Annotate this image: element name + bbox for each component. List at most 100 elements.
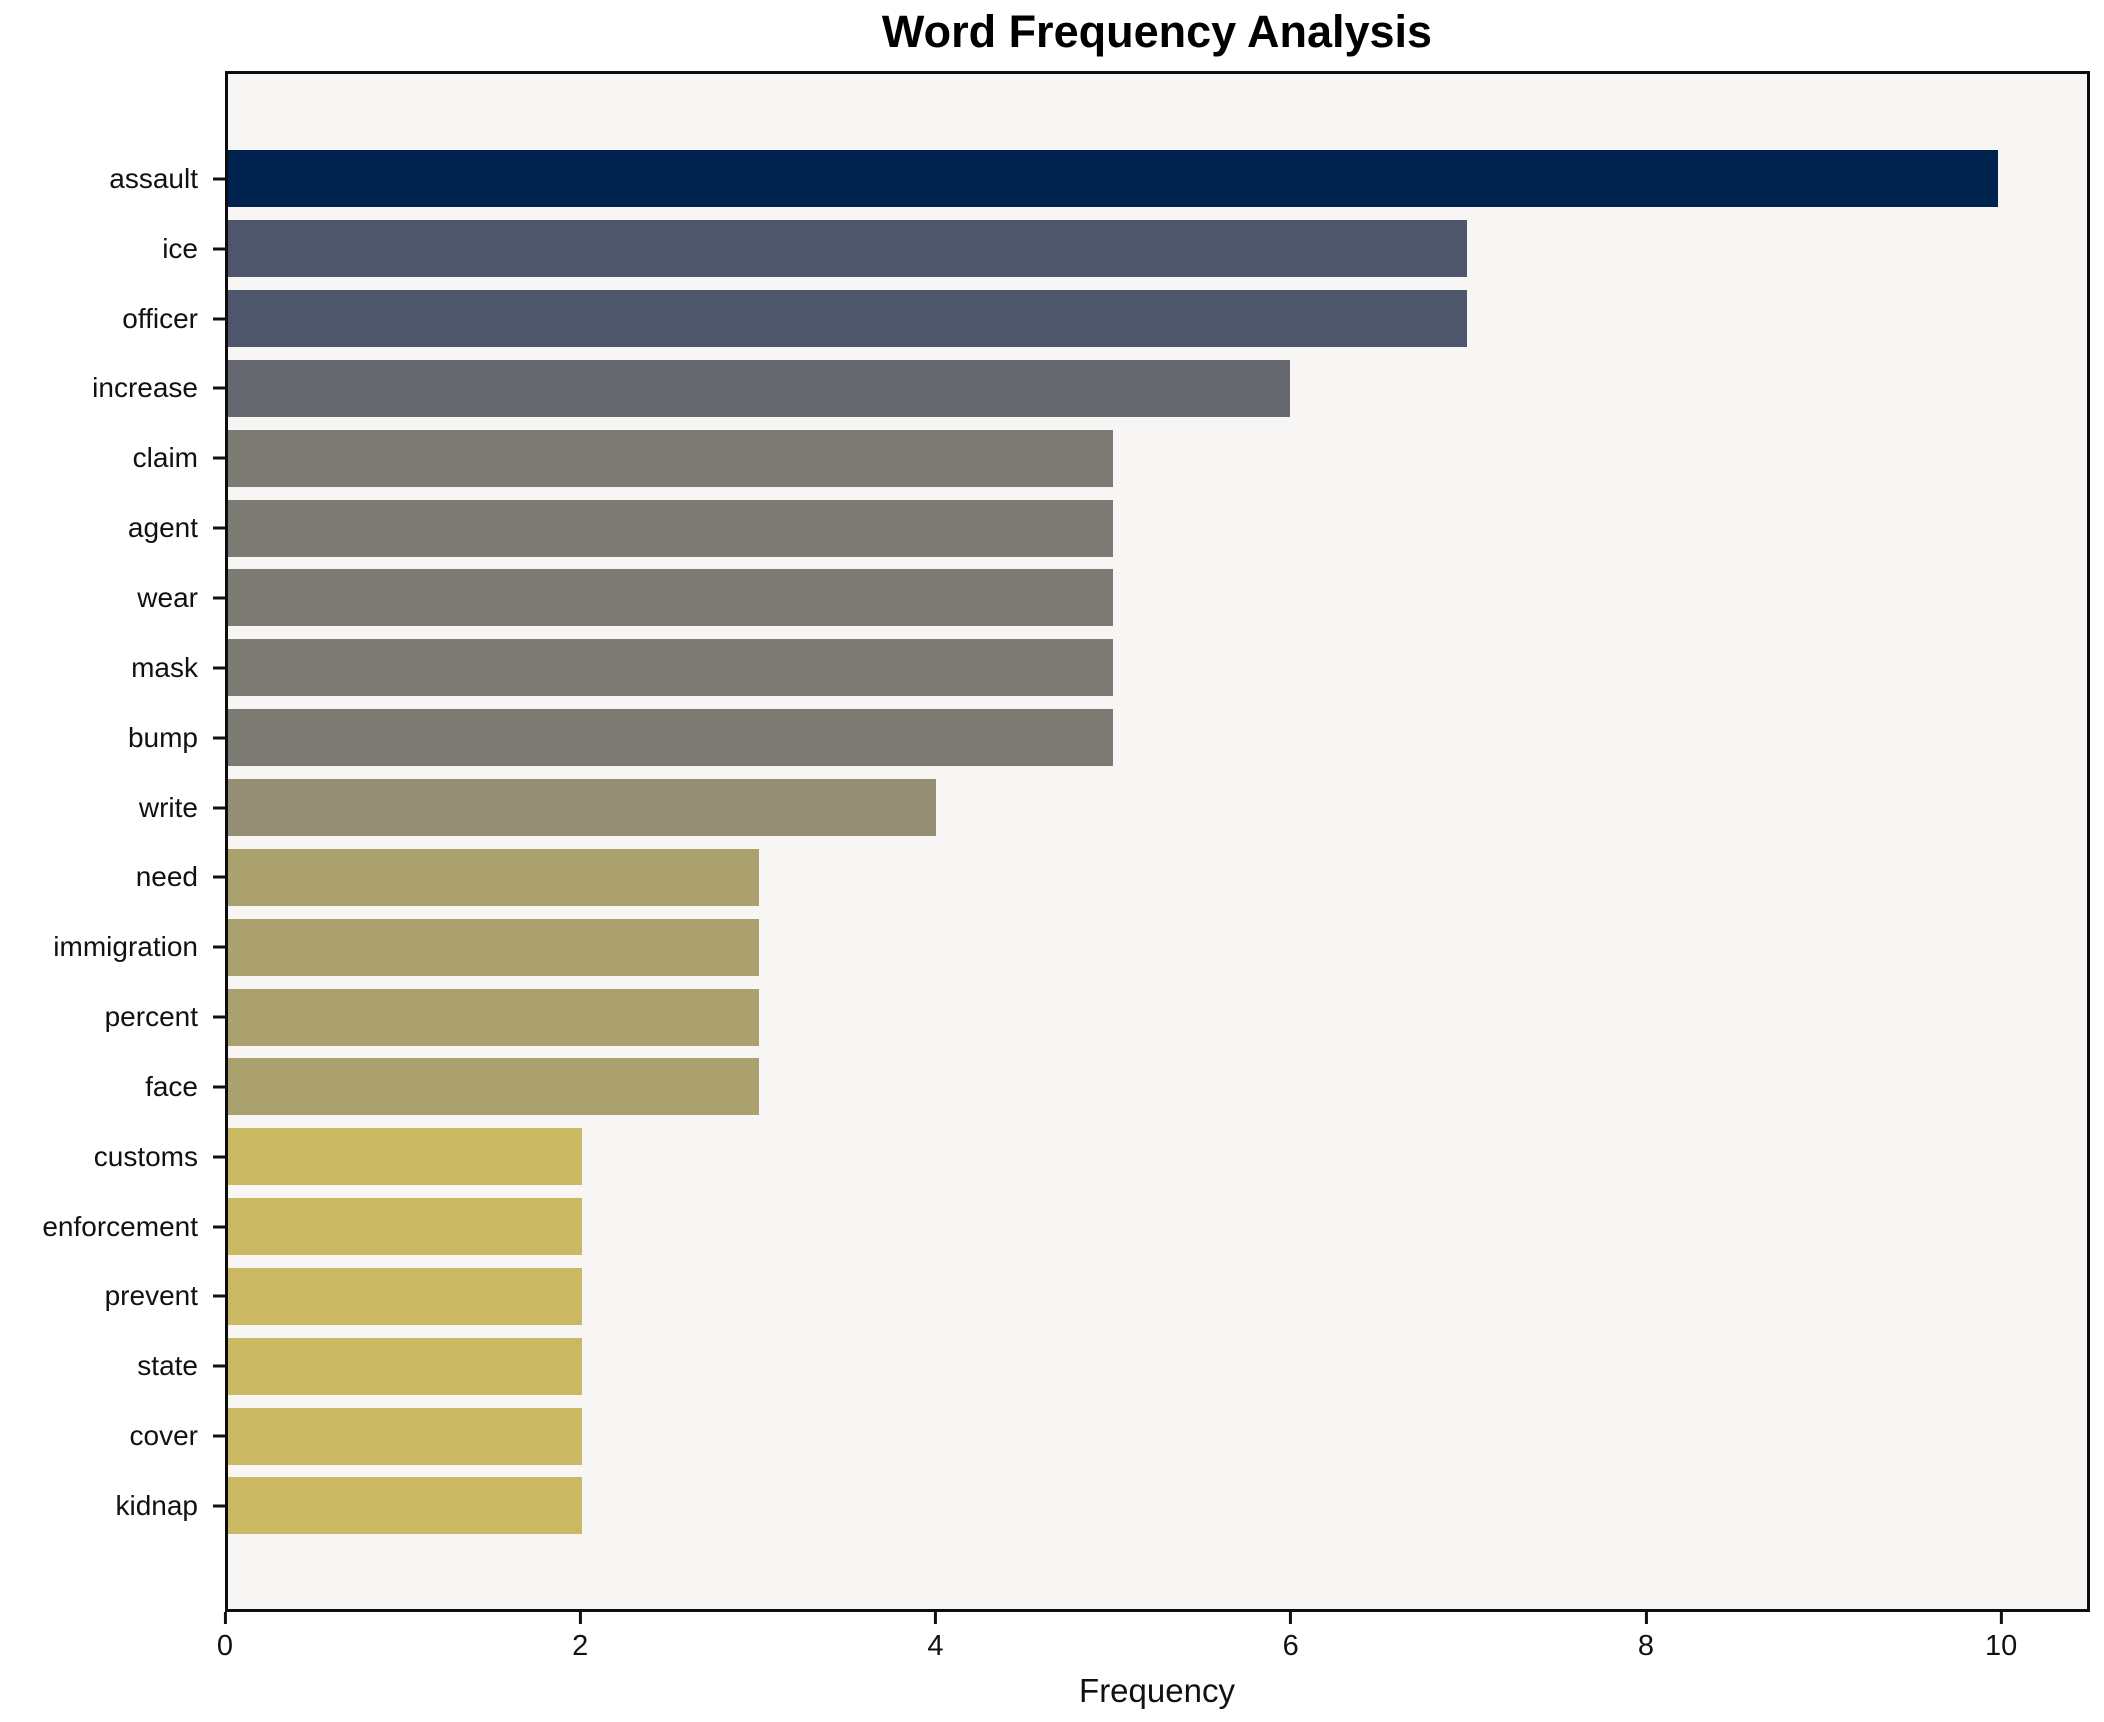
x-tick-8: 8 xyxy=(1638,1612,1654,1663)
x-tick-mark xyxy=(933,1612,937,1624)
bar-immigration xyxy=(228,918,760,976)
bar-row-ice: ice xyxy=(162,214,2087,284)
bar-row-kidnap: kidnap xyxy=(115,1471,2087,1541)
bar-assault xyxy=(228,150,1999,208)
y-tick-label-officer: officer xyxy=(122,302,198,334)
y-tick-label-mask: mask xyxy=(131,651,198,683)
bar-row-immigration: immigration xyxy=(53,912,2087,982)
y-tick-label-wear: wear xyxy=(137,581,198,613)
y-tick-mark xyxy=(213,1364,225,1368)
x-tick-label-2: 2 xyxy=(572,1630,589,1662)
bar-increase xyxy=(228,359,1291,417)
y-tick-mark xyxy=(213,596,225,600)
y-tick-mark xyxy=(213,386,225,390)
x-axis-label: Frequency xyxy=(1079,1672,1235,1709)
y-tick-mark xyxy=(213,1504,225,1508)
bar-row-customs: customs xyxy=(94,1122,2087,1192)
bar-face xyxy=(228,1058,760,1116)
x-tick-2: 2 xyxy=(572,1612,588,1663)
bar-row-enforcement: enforcement xyxy=(42,1192,2087,1262)
x-tick-label-6: 6 xyxy=(1282,1630,1299,1662)
bar-row-state: state xyxy=(137,1331,2087,1401)
y-tick-label-kidnap: kidnap xyxy=(115,1489,198,1521)
y-tick-mark xyxy=(213,1015,225,1019)
bar-row-wear: wear xyxy=(137,563,2087,633)
bar-row-write: write xyxy=(139,773,2087,843)
y-tick-mark xyxy=(213,247,225,251)
bar-mask xyxy=(228,639,1114,697)
y-tick-mark xyxy=(213,736,225,740)
x-tick-6: 6 xyxy=(1283,1612,1299,1663)
y-tick-mark xyxy=(213,1085,225,1089)
y-tick-mark xyxy=(213,945,225,949)
y-tick-label-assault: assault xyxy=(109,162,198,194)
y-tick-label-cover: cover xyxy=(129,1420,198,1452)
x-tick-label-8: 8 xyxy=(1637,1630,1655,1662)
y-tick-label-enforcement: enforcement xyxy=(42,1210,198,1242)
y-tick-label-ice: ice xyxy=(162,232,198,264)
bar-need xyxy=(228,848,760,906)
x-tick-mark xyxy=(1644,1612,1648,1624)
y-tick-label-need: need xyxy=(135,861,198,893)
bar-prevent xyxy=(228,1267,583,1325)
bar-row-prevent: prevent xyxy=(105,1262,2087,1332)
bar-agent xyxy=(228,499,1114,557)
bar-row-face: face xyxy=(145,1052,2087,1122)
bar-row-percent: percent xyxy=(105,982,2087,1052)
bar-row-need: need xyxy=(136,842,2087,912)
y-tick-mark xyxy=(213,1294,225,1298)
y-tick-label-increase: increase xyxy=(92,372,198,404)
y-tick-mark xyxy=(213,666,225,670)
bar-officer xyxy=(228,290,1468,348)
y-tick-label-customs: customs xyxy=(93,1140,198,1172)
y-tick-label-bump: bump xyxy=(127,721,198,753)
bar-write xyxy=(228,779,937,837)
y-tick-mark xyxy=(213,806,225,810)
y-tick-mark xyxy=(213,317,225,321)
bar-row-increase: increase xyxy=(92,354,2087,424)
bars-container: assault ice officer increase claim agent wear m… xyxy=(42,144,2087,1541)
bar-bump xyxy=(228,709,1114,767)
x-tick-mark xyxy=(1289,1612,1293,1624)
bar-row-assault: assault xyxy=(109,144,2087,214)
x-tick-4: 4 xyxy=(927,1612,944,1663)
x-tick-mark xyxy=(1999,1612,2003,1624)
y-tick-label-percent: percent xyxy=(104,1001,198,1033)
bar-cover xyxy=(228,1407,583,1465)
bar-row-claim: claim xyxy=(133,423,2087,493)
y-tick-mark xyxy=(213,177,225,181)
y-tick-mark xyxy=(213,1155,225,1159)
x-tick-label-0: 0 xyxy=(216,1630,234,1662)
x-tick-label-4: 4 xyxy=(927,1630,944,1662)
bar-row-mask: mask xyxy=(131,633,2087,703)
y-tick-label-agent: agent xyxy=(127,512,198,544)
bar-kidnap xyxy=(228,1477,583,1535)
y-tick-label-claim: claim xyxy=(132,442,198,474)
bar-state xyxy=(228,1337,583,1395)
x-tick-mark xyxy=(578,1612,582,1624)
y-tick-label-immigration: immigration xyxy=(53,931,198,963)
bar-ice xyxy=(228,220,1468,278)
y-tick-mark xyxy=(213,875,225,879)
bar-wear xyxy=(228,569,1114,627)
chart-title: Word Frequency Analysis xyxy=(881,6,1433,57)
x-axis: 0 2 4 6 8 10 xyxy=(217,1612,2090,1672)
bar-row-cover: cover xyxy=(130,1401,2087,1471)
y-tick-mark xyxy=(213,526,225,530)
x-tick-0: 0 xyxy=(217,1612,233,1663)
x-tick-label-10: 10 xyxy=(1985,1630,2018,1662)
bar-percent xyxy=(228,988,760,1046)
y-tick-label-write: write xyxy=(138,791,198,823)
bar-row-officer: officer xyxy=(122,284,2087,354)
y-tick-mark xyxy=(213,1434,225,1438)
x-tick-10: 10 xyxy=(1985,1612,2017,1663)
plot-area: assault ice officer increase claim agent wear m… xyxy=(42,71,2090,1612)
x-tick-mark xyxy=(223,1612,227,1624)
bar-row-agent: agent xyxy=(128,493,2087,563)
y-tick-mark xyxy=(213,1225,225,1229)
y-tick-mark xyxy=(213,456,225,460)
y-tick-label-state: state xyxy=(137,1350,198,1382)
y-tick-label-face: face xyxy=(145,1070,198,1102)
bar-claim xyxy=(228,429,1114,487)
